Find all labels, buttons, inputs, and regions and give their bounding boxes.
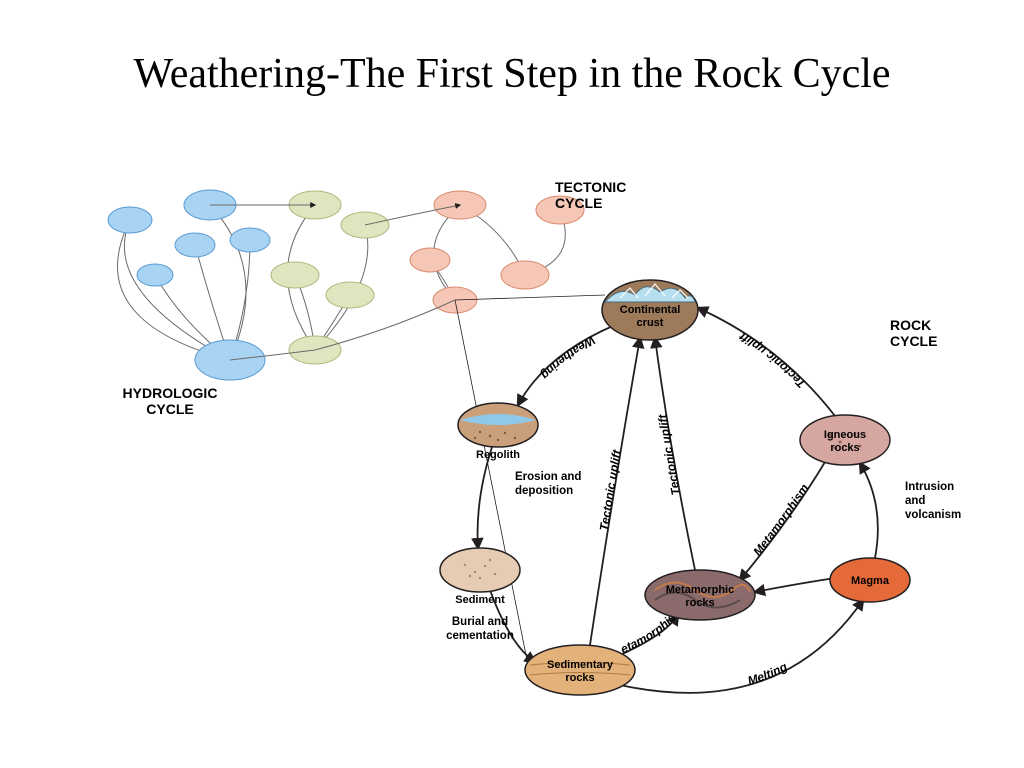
svg-text:Magma: Magma (851, 575, 890, 587)
svg-text:Sedimentary: Sedimentary (547, 659, 614, 671)
rock-cycle-label-2: CYCLE (890, 333, 937, 349)
svg-text:rocks: rocks (565, 672, 594, 684)
label-intrusion-1: Intrusion (905, 481, 954, 493)
label-metamorphism-2: Metamorphism (750, 481, 811, 558)
page-title: Weathering-The First Step in the Rock Cy… (0, 50, 1024, 98)
svg-text:Sediment: Sediment (455, 594, 505, 606)
tectonic-label-2: CYCLE (555, 195, 602, 211)
node-sediment: Sediment (440, 548, 520, 606)
bio-cycle-group (271, 191, 389, 364)
label-intrusion-3: volcanism (905, 509, 961, 521)
label-burial-1: Burial and (452, 616, 508, 628)
label-erosion-2: deposition (515, 485, 573, 497)
diagram-stage: HYDROLOGIC CYCLE TECTONIC CYCLE ROCK CYC… (60, 180, 970, 740)
label-burial-2: cementation (446, 630, 514, 642)
svg-text:Metamorphic: Metamorphic (666, 584, 734, 596)
node-sedimentary-rocks: Sedimentary rocks (525, 645, 635, 695)
rock-cycle-label-1: ROCK (890, 317, 931, 333)
svg-text:Continental: Continental (620, 304, 681, 316)
label-weathering: Weathering (538, 333, 598, 382)
svg-text:rocks: rocks (830, 442, 859, 454)
tectonic-label-1: TECTONIC (555, 180, 626, 195)
node-regolith: Regolith (458, 403, 538, 461)
hydrologic-cycle-group: HYDROLOGIC CYCLE (108, 190, 270, 417)
hydrologic-label-1: HYDROLOGIC (123, 385, 218, 401)
label-metamorphism-1: Metamorphism (60, 180, 679, 656)
label-erosion-1: Erosion and (515, 471, 581, 483)
svg-text:Regolith: Regolith (476, 449, 520, 461)
label-uplift-1: Tectonic uplift (597, 448, 624, 532)
zoom-line-top (455, 295, 605, 300)
svg-text:rocks: rocks (685, 597, 714, 609)
label-intrusion-2: and (905, 495, 925, 507)
node-metamorphic-rocks: Metamorphic rocks (645, 570, 755, 620)
label-melting: Melting (746, 659, 790, 688)
node-continental-crust: Continental crust (602, 280, 698, 340)
hydrologic-label-2: CYCLE (146, 401, 193, 417)
rock-cycle-diagram: HYDROLOGIC CYCLE TECTONIC CYCLE ROCK CYC… (60, 180, 970, 740)
svg-text:Igneous: Igneous (824, 429, 866, 441)
node-magma: Magma (830, 558, 910, 602)
svg-text:crust: crust (637, 317, 664, 329)
label-uplift-2: Tectonic uplift (655, 412, 683, 496)
node-igneous-rocks: Igneous rocks (800, 415, 890, 465)
label-uplift-3: Tectonic uplift (736, 329, 808, 391)
tectonic-cycle-group: TECTONIC CYCLE (410, 180, 626, 313)
